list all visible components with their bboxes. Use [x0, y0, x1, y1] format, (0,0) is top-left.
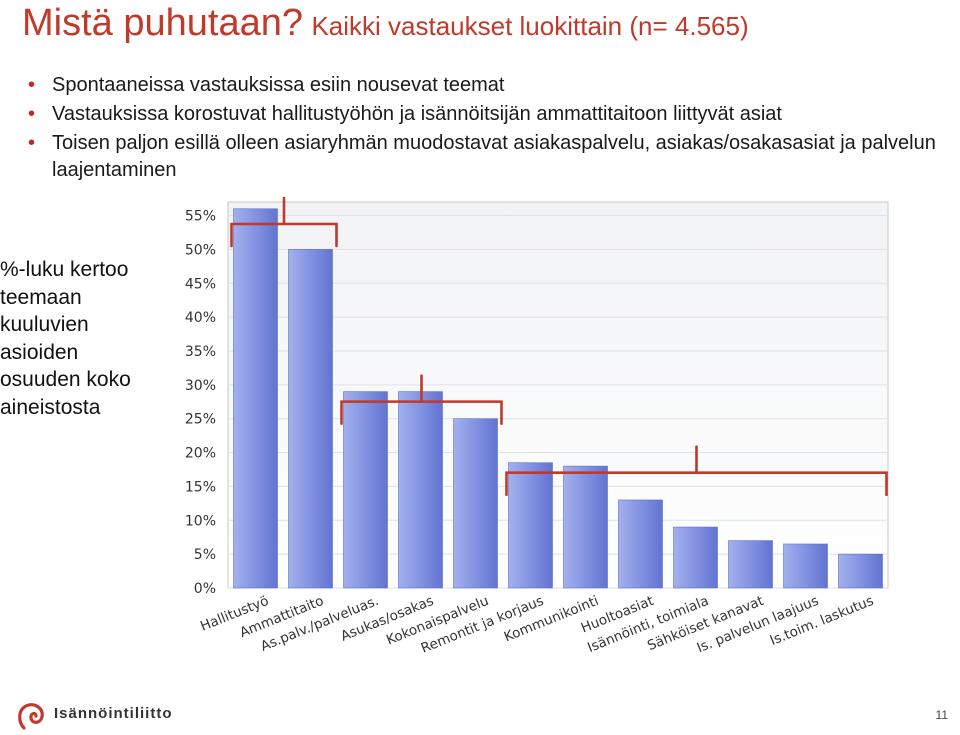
y-tick-label: 15%	[185, 479, 216, 495]
y-tick-label: 0%	[194, 581, 216, 597]
bar	[838, 553, 883, 589]
group-bracket	[230, 196, 338, 248]
bar	[673, 526, 718, 589]
slide-title-subtitle: Kaikki vastaukset luokittain (n= 4.565)	[311, 11, 749, 41]
y-tick-label: 5%	[194, 547, 216, 563]
group-bracket	[340, 374, 503, 425]
bullet-item: Toisen paljon esillä olleen asiaryhmän m…	[26, 130, 956, 184]
bullet-item: Vastauksissa korostuvat hallitustyöhön j…	[26, 101, 956, 128]
bar	[728, 540, 773, 589]
y-tick-label: 50%	[185, 242, 216, 258]
y-tick-label: 10%	[185, 513, 216, 529]
y-tick-label: 35%	[185, 344, 216, 360]
footer-org-name: Isännöintiliitto	[54, 705, 173, 722]
y-tick-label: 40%	[185, 310, 216, 326]
y-tick-label: 55%	[185, 209, 216, 225]
bar	[343, 391, 388, 589]
slide-title: Mistä puhutaan? Kaikki vastaukset luokit…	[22, 2, 749, 45]
y-tick-label: 45%	[185, 276, 216, 292]
bullet-item: Spontaaneissa vastauksissa esiin nouseva…	[26, 72, 956, 99]
y-tick-label: 20%	[185, 446, 216, 462]
bar	[453, 418, 498, 589]
bar	[563, 465, 608, 589]
y-tick-label: 30%	[185, 378, 216, 394]
bullet-list: Spontaaneissa vastauksissa esiin nouseva…	[26, 72, 956, 186]
bar	[233, 208, 278, 589]
bar	[783, 543, 828, 589]
side-note: %-luku kertoo teemaan kuuluvien asioiden…	[0, 258, 131, 419]
bar	[508, 462, 553, 589]
plot-area	[227, 201, 889, 589]
page-number: 11	[935, 708, 948, 722]
group-bracket	[505, 445, 888, 497]
bar	[288, 249, 333, 589]
bar	[618, 499, 663, 589]
isannointiliitto-logo-icon	[18, 703, 44, 730]
slide-title-main: Mistä puhutaan?	[22, 2, 303, 44]
y-tick-label: 25%	[185, 412, 216, 428]
bar	[398, 391, 443, 589]
